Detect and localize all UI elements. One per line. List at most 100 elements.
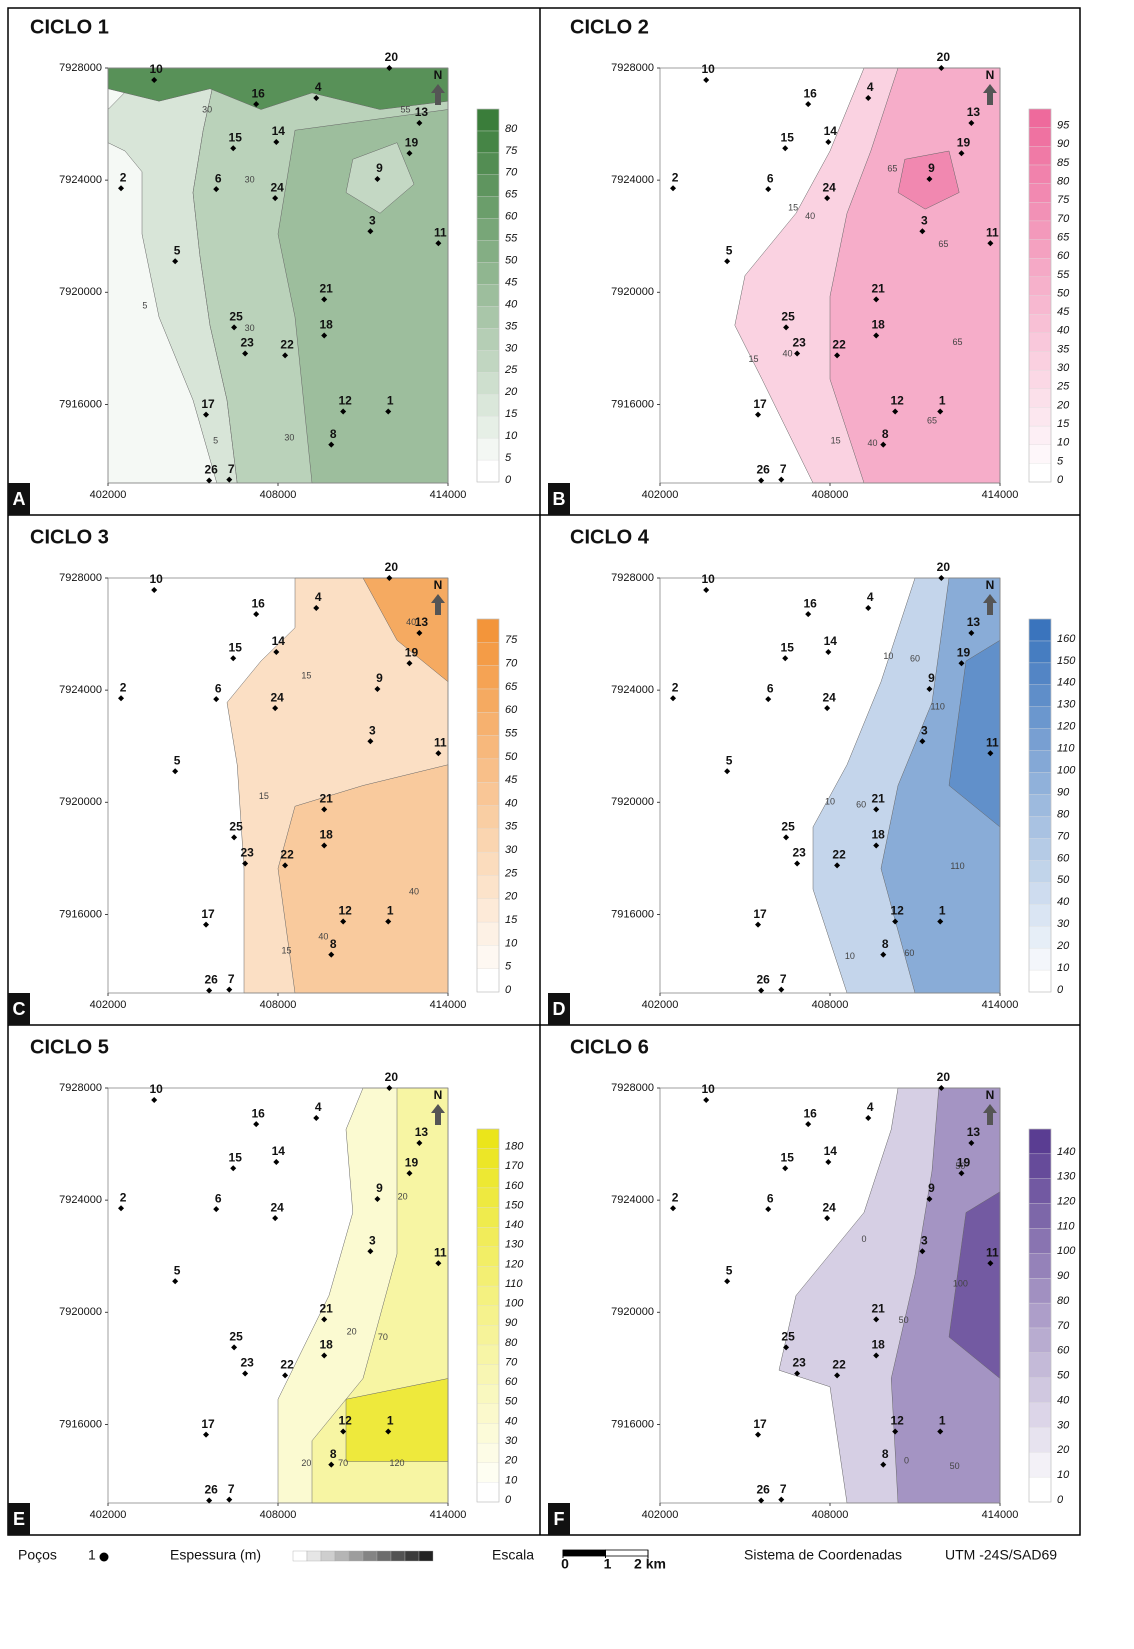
well: [865, 95, 872, 102]
well-label: 18: [320, 828, 334, 842]
well: [321, 296, 328, 303]
well: [367, 738, 374, 745]
well: [834, 862, 841, 869]
letter-box: [8, 1503, 30, 1535]
x-tick-label: 408000: [812, 1509, 849, 1521]
scale-tick-label: 110: [505, 1278, 523, 1290]
well-label: 1: [939, 1414, 946, 1428]
x-tick-label: 414000: [982, 999, 1019, 1011]
contour-label: 65: [927, 416, 937, 426]
y-tick-label: 7924000: [611, 684, 654, 696]
well-label: 7: [228, 972, 235, 986]
well-label: 3: [369, 213, 376, 227]
well-label: 24: [822, 1200, 836, 1214]
well-label: 14: [272, 1144, 286, 1158]
well-label: 8: [882, 937, 889, 951]
well: [172, 1278, 179, 1285]
well-label: 15: [781, 1150, 795, 1164]
well: [230, 1165, 237, 1172]
contour-label: 65: [938, 239, 948, 249]
well-label: 23: [792, 846, 806, 860]
well: [272, 705, 279, 712]
scale-frame: [476, 1128, 500, 1503]
well-label: 14: [824, 124, 838, 138]
well: [987, 240, 994, 247]
well-label: 16: [252, 596, 266, 610]
well: [151, 1097, 158, 1104]
contour-label: 5: [213, 435, 218, 445]
scale-box: [476, 1364, 500, 1385]
scale-box: [476, 459, 500, 483]
contour-label: 30: [245, 175, 255, 185]
well: [873, 296, 880, 303]
y-tick-label: 7924000: [59, 174, 102, 186]
well-label: 5: [174, 243, 181, 257]
well: [313, 605, 320, 612]
scale-box: [1028, 1327, 1052, 1353]
well-label: 11: [986, 735, 999, 749]
thickness-label: Espessura (m): [170, 1547, 261, 1563]
well-label: 14: [272, 634, 286, 648]
scale-box: [1028, 1402, 1052, 1428]
well-label: 16: [804, 1106, 818, 1120]
well-label: 5: [726, 243, 733, 257]
well-label: 14: [272, 124, 286, 138]
scale-tick-label: 50: [505, 254, 518, 266]
well: [253, 611, 260, 618]
scale-box: [476, 851, 500, 876]
x-tick-label: 402000: [90, 489, 127, 501]
scale-box: [1028, 146, 1052, 166]
well-label: 20: [937, 560, 951, 574]
x-tick-label: 408000: [812, 489, 849, 501]
well-label: 15: [781, 640, 795, 654]
contour-label: 30: [284, 433, 294, 443]
contour-label: 10: [845, 951, 855, 961]
contour-label: 100: [953, 1279, 968, 1289]
scale-box: [1028, 1228, 1052, 1254]
well: [703, 587, 710, 594]
well: [253, 1121, 260, 1128]
scale-box: [476, 1482, 500, 1503]
contour-label: 110: [930, 701, 944, 711]
scale-box: [1028, 1253, 1052, 1279]
scale-box: [1028, 425, 1052, 445]
well: [213, 696, 220, 703]
scale-tick-label: 55: [505, 233, 518, 245]
well: [824, 1215, 831, 1222]
scale-segment: [562, 1549, 606, 1557]
scale-box: [1028, 882, 1052, 905]
y-tick-label: 7920000: [611, 1306, 654, 1318]
scale-tick-label: 140: [1057, 1146, 1076, 1158]
well: [226, 476, 233, 483]
well: [873, 1316, 880, 1323]
well-label: 13: [967, 615, 981, 629]
well: [367, 228, 374, 235]
well: [873, 806, 880, 813]
well: [919, 738, 926, 745]
well-label: 10: [702, 62, 716, 76]
y-tick-label: 7924000: [611, 1194, 654, 1206]
scale-box: [476, 284, 500, 307]
well-label: 13: [415, 1125, 429, 1139]
well: [758, 1497, 765, 1504]
well-label: 7: [780, 972, 787, 986]
well-label: 12: [890, 1414, 904, 1428]
scale-tick-label: 80: [505, 123, 518, 135]
panel: CICLO 6F50050100050791600079200007924000…: [548, 1036, 1076, 1535]
well: [880, 441, 887, 448]
scale-box: [476, 372, 500, 395]
well: [873, 842, 880, 849]
well-label: 7: [780, 1482, 787, 1496]
well-label: 26: [756, 463, 770, 477]
well: [778, 476, 785, 483]
scale-box: [476, 1246, 500, 1267]
x-tick-label: 414000: [982, 489, 1019, 501]
well-label: 4: [867, 1100, 874, 1114]
well: [213, 1206, 220, 1213]
scale-tick-label: 90: [505, 1317, 518, 1329]
scale-box: [1028, 463, 1052, 483]
scale-box: [476, 665, 500, 690]
well-label: 8: [330, 937, 337, 951]
well-label: 1: [939, 394, 946, 408]
scale-box: [476, 828, 500, 853]
